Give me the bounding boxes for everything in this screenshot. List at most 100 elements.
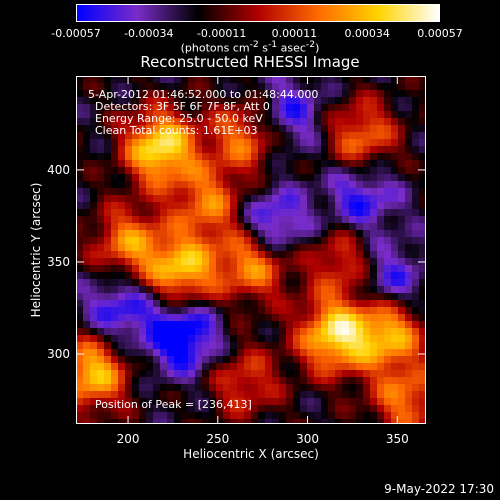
- heatmap-cell: [83, 384, 91, 392]
- heatmap-cell: [335, 370, 343, 378]
- heatmap-cell: [328, 314, 336, 322]
- heatmap-cell: [265, 104, 273, 112]
- heatmap-cell: [272, 244, 280, 252]
- heatmap-cell: [328, 132, 336, 140]
- heatmap-cell: [230, 307, 238, 315]
- heatmap-cell: [265, 272, 273, 280]
- heatmap-cell: [342, 76, 350, 84]
- heatmap-cell: [356, 104, 364, 112]
- heatmap-cell: [335, 202, 343, 210]
- heatmap-cell: [412, 104, 420, 112]
- heatmap-cell: [167, 321, 175, 329]
- heatmap-cell: [90, 307, 98, 315]
- heatmap-cell: [125, 237, 133, 245]
- heatmap-cell: [419, 181, 426, 189]
- heatmap-cell: [104, 258, 112, 266]
- heatmap-cell: [139, 118, 147, 126]
- heatmap-cell: [370, 244, 378, 252]
- heatmap-cell: [202, 132, 210, 140]
- heatmap-cell: [349, 286, 357, 294]
- heatmap-cell: [377, 181, 385, 189]
- heatmap-cell: [153, 300, 161, 308]
- heatmap-cell: [328, 265, 336, 273]
- heatmap-cell: [188, 188, 196, 196]
- heatmap-cell: [209, 153, 217, 161]
- heatmap-cell: [146, 279, 154, 287]
- heatmap-cell: [300, 132, 308, 140]
- heatmap-cell: [419, 132, 426, 140]
- heatmap-cell: [279, 237, 287, 245]
- heatmap-cell: [223, 139, 231, 147]
- heatmap-cell: [342, 223, 350, 231]
- heatmap-cell: [181, 237, 189, 245]
- heatmap-cell: [195, 370, 203, 378]
- heatmap-cell: [174, 342, 182, 350]
- heatmap-cell: [265, 174, 273, 182]
- heatmap-cell: [111, 384, 119, 392]
- heatmap-cell: [146, 181, 154, 189]
- heatmap-cell: [167, 181, 175, 189]
- heatmap-cell: [90, 76, 98, 84]
- heatmap-cell: [286, 160, 294, 168]
- heatmap-cell: [307, 202, 315, 210]
- heatmap-cell: [167, 251, 175, 259]
- heatmap-cell: [349, 398, 357, 406]
- heatmap-cell: [405, 244, 413, 252]
- heatmap-cell: [398, 90, 406, 98]
- heatmap-cell: [398, 370, 406, 378]
- time-range-annotation: 5-Apr-2012 01:46:52.000 to 01:48:44.000: [88, 88, 319, 101]
- heatmap-cell: [328, 223, 336, 231]
- heatmap-cell: [391, 223, 399, 231]
- heatmap-cell: [223, 244, 231, 252]
- heatmap-cell: [314, 321, 322, 329]
- heatmap-cell: [335, 300, 343, 308]
- heatmap-cell: [237, 244, 245, 252]
- heatmap-cell: [286, 202, 294, 210]
- heatmap-cell: [265, 230, 273, 238]
- heatmap-cell: [237, 384, 245, 392]
- heatmap-cell: [202, 335, 210, 343]
- heatmap-cell: [181, 356, 189, 364]
- heatmap-cell: [125, 279, 133, 287]
- heatmap-cell: [244, 97, 252, 105]
- heatmap-cell: [251, 111, 259, 119]
- heatmap-cell: [244, 398, 252, 406]
- heatmap-cell: [328, 377, 336, 385]
- heatmap-cell: [181, 377, 189, 385]
- heatmap-cell: [391, 335, 399, 343]
- heatmap-cell: [293, 412, 301, 420]
- heatmap-cell: [286, 251, 294, 259]
- heatmap-cell: [300, 251, 308, 259]
- heatmap-cell: [349, 216, 357, 224]
- heatmap-cell: [202, 419, 210, 424]
- heatmap-cell: [153, 363, 161, 371]
- heatmap-cell: [76, 405, 84, 413]
- heatmap-cell: [391, 160, 399, 168]
- heatmap-cell: [104, 188, 112, 196]
- heatmap-cell: [398, 76, 406, 84]
- heatmap-cell: [405, 76, 413, 84]
- heatmap-cell: [188, 76, 196, 84]
- heatmap-cell: [181, 111, 189, 119]
- heatmap-cell: [370, 314, 378, 322]
- heatmap-cell: [419, 405, 426, 413]
- heatmap-cell: [335, 83, 343, 91]
- heatmap-cell: [335, 405, 343, 413]
- heatmap-cell: [265, 363, 273, 371]
- heatmap-cell: [363, 146, 371, 154]
- heatmap-cell: [349, 118, 357, 126]
- heatmap-cell: [83, 272, 91, 280]
- heatmap-cell: [328, 349, 336, 357]
- heatmap-cell: [97, 419, 105, 424]
- heatmap-cell: [356, 272, 364, 280]
- heatmap-cell: [125, 405, 133, 413]
- heatmap-cell: [370, 237, 378, 245]
- heatmap-cell: [286, 216, 294, 224]
- heatmap-cell: [307, 412, 315, 420]
- heatmap-cell: [83, 349, 91, 357]
- heatmap-cell: [349, 321, 357, 329]
- heatmap-cell: [307, 104, 315, 112]
- heatmap-cell: [230, 216, 238, 224]
- heatmap-cell: [356, 230, 364, 238]
- heatmap-cell: [370, 349, 378, 357]
